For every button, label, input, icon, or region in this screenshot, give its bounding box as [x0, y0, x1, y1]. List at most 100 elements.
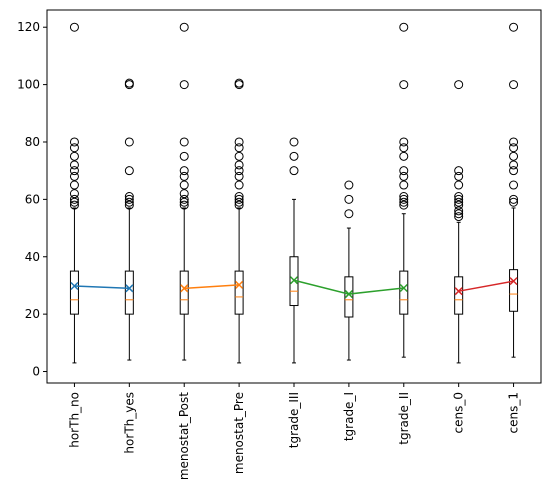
- outlier-point: [69, 22, 79, 32]
- iqr-box: [124, 270, 134, 315]
- outlier-point: [509, 22, 519, 32]
- box-horTh_no: [69, 22, 79, 364]
- outlier-point: [234, 151, 244, 161]
- box-menostat_Post: [179, 22, 189, 361]
- outlier-point: [399, 137, 409, 147]
- mean-marker: [509, 277, 518, 286]
- outlier-point: [69, 151, 79, 161]
- mean-marker: [180, 284, 189, 293]
- mean-marker: [344, 290, 353, 299]
- y-axis: 0 20 40 60 80 100 120: [17, 20, 47, 379]
- outlier-point: [399, 151, 409, 161]
- y-tick-label: 20: [25, 307, 40, 321]
- outlier-point: [179, 22, 189, 32]
- outlier-point: [454, 209, 464, 219]
- outlier-point: [124, 166, 134, 176]
- mean-line-group: [70, 281, 134, 293]
- outlier-point: [179, 197, 189, 207]
- outlier-point: [344, 209, 354, 219]
- outlier-point: [234, 143, 244, 153]
- outlier-point: [509, 180, 519, 190]
- iqr-box: [344, 276, 354, 318]
- y-tick-label: 100: [17, 78, 40, 92]
- outlier-point: [454, 180, 464, 190]
- outlier-point: [399, 166, 409, 176]
- outlier-point: [124, 197, 134, 207]
- outlier-point: [179, 137, 189, 147]
- y-tick-label: 0: [32, 365, 40, 379]
- outlier-point: [289, 151, 299, 161]
- outlier-point: [69, 166, 79, 176]
- mean-line-group: [289, 276, 408, 299]
- outlier-point: [289, 137, 299, 147]
- box-cens_1: [509, 22, 519, 358]
- outlier-point: [179, 194, 189, 204]
- outlier-point: [509, 80, 519, 90]
- box-tgrade_I: [344, 180, 354, 361]
- outlier-point: [344, 194, 354, 204]
- outlier-point: [399, 80, 409, 90]
- box-cens_0: [454, 80, 464, 364]
- iqr-box: [69, 270, 79, 315]
- outlier-point: [124, 192, 134, 201]
- outlier-point: [124, 78, 134, 88]
- box-horTh_yes: [124, 78, 134, 361]
- outlier-point: [509, 194, 519, 204]
- outlier-point: [399, 200, 409, 210]
- outlier-point: [234, 160, 244, 170]
- outlier-point: [509, 137, 519, 147]
- outlier-point: [179, 166, 189, 176]
- outlier-point: [454, 192, 464, 201]
- outlier-point: [69, 160, 79, 170]
- mean-line: [293, 279, 404, 295]
- outlier-point: [179, 180, 189, 190]
- mean-line: [458, 280, 514, 292]
- outlier-point: [69, 143, 79, 153]
- y-tick-label: 120: [17, 20, 40, 34]
- outlier-point: [454, 197, 464, 207]
- outlier-point: [234, 166, 244, 176]
- outlier-point: [399, 171, 409, 181]
- mean-line: [74, 285, 130, 290]
- outlier-point: [509, 143, 519, 153]
- outlier-point: [454, 206, 464, 216]
- outlier-point: [124, 137, 134, 147]
- box-tgrade_III: [289, 137, 299, 364]
- y-tick-label: 60: [25, 192, 40, 206]
- outlier-point: [69, 194, 79, 204]
- outlier-point: [69, 171, 79, 181]
- x-tick-label: tgrade_II: [397, 392, 411, 445]
- mean-marker: [125, 284, 134, 293]
- outlier-point: [69, 137, 79, 147]
- outlier-point: [454, 212, 464, 222]
- x-tick-label: tgrade_I: [342, 392, 356, 441]
- outlier-point: [399, 194, 409, 204]
- plot-content: [69, 22, 519, 364]
- outlier-point: [179, 189, 189, 199]
- outlier-point: [179, 151, 189, 161]
- outlier-point: [69, 197, 79, 207]
- outlier-point: [179, 171, 189, 181]
- y-tick-label: 40: [25, 250, 40, 264]
- y-tick-label: 80: [25, 135, 40, 149]
- iqr-box: [509, 269, 519, 312]
- outlier-point: [399, 197, 409, 207]
- x-tick-label: cens_1: [507, 392, 521, 433]
- mean-marker: [399, 283, 408, 293]
- outlier-point: [234, 78, 244, 88]
- outlier-point: [179, 80, 189, 90]
- box-tgrade_II: [399, 22, 409, 358]
- outlier-point: [509, 166, 519, 176]
- iqr-box: [454, 276, 464, 315]
- outlier-point: [69, 200, 79, 210]
- outlier-point: [289, 166, 299, 176]
- mean-marker: [235, 280, 244, 289]
- iqr-box: [179, 270, 189, 315]
- mean-line-group: [454, 277, 518, 296]
- mean-line-group: [180, 280, 244, 293]
- mean-marker: [70, 281, 79, 291]
- x-tick-label: menostat_Post: [177, 392, 191, 480]
- x-tick-label: tgrade_III: [287, 392, 301, 448]
- outlier-point: [509, 151, 519, 161]
